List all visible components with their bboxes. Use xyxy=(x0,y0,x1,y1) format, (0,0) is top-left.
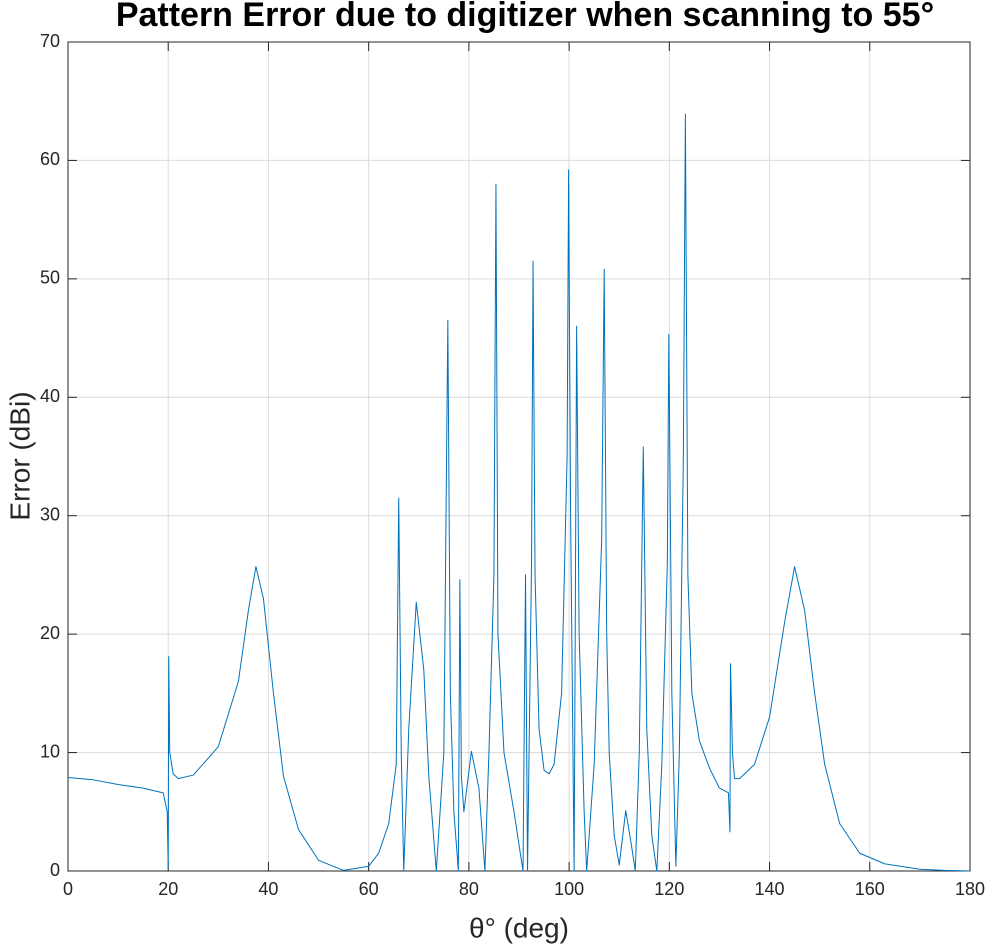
y-tick-label: 70 xyxy=(40,31,60,51)
chart-title: Pattern Error due to digitizer when scan… xyxy=(116,0,934,34)
x-tick-label: 0 xyxy=(63,879,73,899)
y-tick-label: 60 xyxy=(40,149,60,169)
x-axis-label: θ° (deg) xyxy=(469,912,569,943)
x-tick-label: 100 xyxy=(554,879,584,899)
x-tick-label: 180 xyxy=(955,879,985,899)
y-tick-label: 20 xyxy=(40,623,60,643)
x-tick-label: 40 xyxy=(258,879,278,899)
y-axis-label: Error (dBi) xyxy=(4,391,35,520)
y-tick-label: 10 xyxy=(40,741,60,761)
y-tick-label: 30 xyxy=(40,504,60,524)
y-tick-label: 40 xyxy=(40,386,60,406)
data-line xyxy=(67,113,971,872)
x-tick-label: 140 xyxy=(755,879,785,899)
x-tick-label: 120 xyxy=(654,879,684,899)
plot-frame xyxy=(67,41,971,872)
x-tick-label: 160 xyxy=(855,879,885,899)
x-tick-label: 20 xyxy=(158,879,178,899)
x-tick-label: 80 xyxy=(459,879,479,899)
y-tick-label: 50 xyxy=(40,268,60,288)
x-tick-label: 60 xyxy=(359,879,379,899)
y-tick-label: 0 xyxy=(50,860,60,880)
